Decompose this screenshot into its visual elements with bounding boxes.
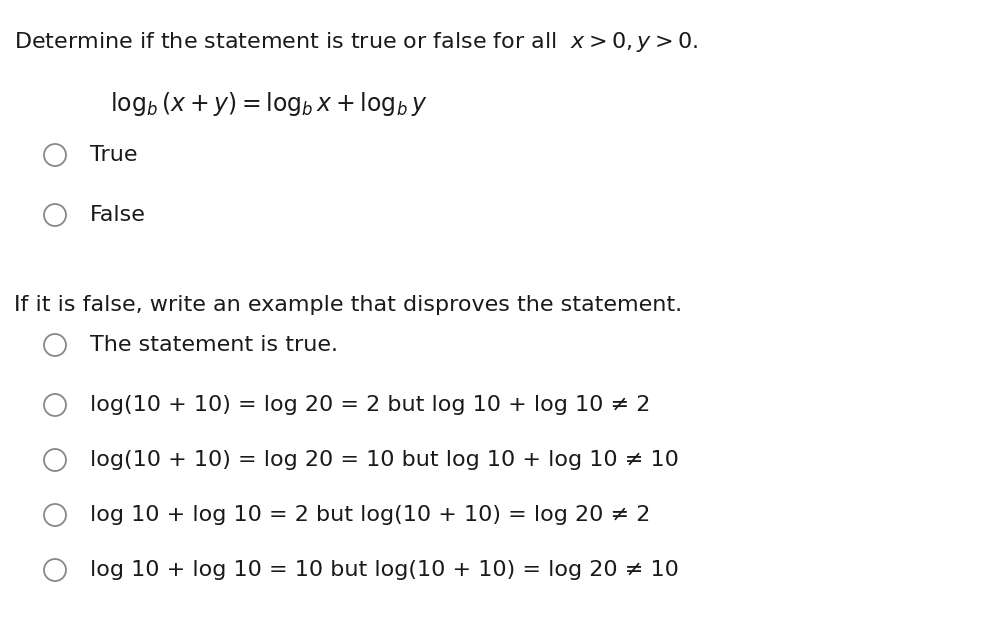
Text: log(10 + 10) = log 20 = 10 but log 10 + log 10 ≠ 10: log(10 + 10) = log 20 = 10 but log 10 + … xyxy=(90,450,679,470)
Text: $\log_b(x + y) = \log_b x + \log_b y$: $\log_b(x + y) = \log_b x + \log_b y$ xyxy=(110,90,427,118)
Text: False: False xyxy=(90,205,146,225)
Text: The statement is true.: The statement is true. xyxy=(90,335,338,355)
Text: True: True xyxy=(90,145,138,165)
Text: log(10 + 10) = log 20 = 2 but log 10 + log 10 ≠ 2: log(10 + 10) = log 20 = 2 but log 10 + l… xyxy=(90,395,651,415)
Text: Determine if the statement is true or false for all  $x > 0, y > 0$.: Determine if the statement is true or fa… xyxy=(14,30,698,54)
Text: log 10 + log 10 = 2 but log(10 + 10) = log 20 ≠ 2: log 10 + log 10 = 2 but log(10 + 10) = l… xyxy=(90,505,651,525)
Text: log 10 + log 10 = 10 but log(10 + 10) = log 20 ≠ 10: log 10 + log 10 = 10 but log(10 + 10) = … xyxy=(90,560,679,580)
Text: If it is false, write an example that disproves the statement.: If it is false, write an example that di… xyxy=(14,295,682,315)
